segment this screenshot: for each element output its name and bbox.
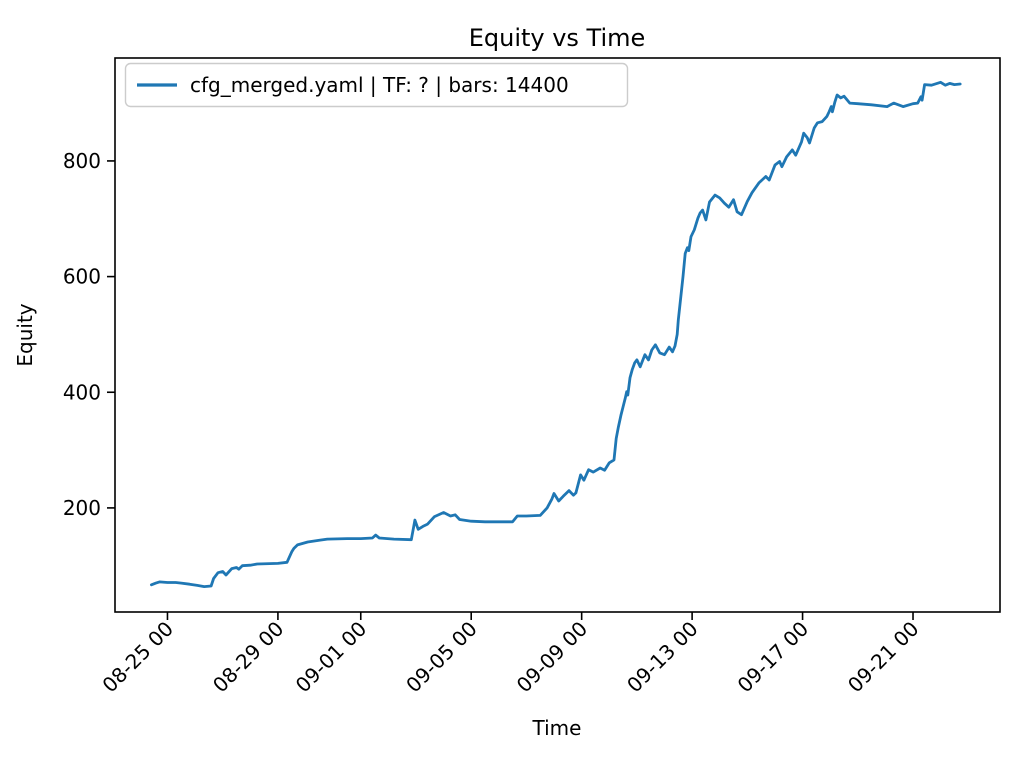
x-tick-label: 09-09 00: [512, 617, 593, 698]
legend-box: [124, 62, 629, 108]
x-tick-label: 09-21 00: [843, 617, 924, 698]
x-tick-label: 09-13 00: [622, 617, 703, 698]
x-tick-label: 08-29 00: [208, 617, 289, 698]
plot-area: [114, 57, 1001, 613]
x-tick-label: 09-17 00: [733, 617, 814, 698]
x-tick-label: 08-25 00: [97, 617, 178, 698]
chart-title: Equity vs Time: [469, 24, 646, 52]
x-axis-ticks: 08-25 00 08-29 00 09-01 00 09-05 00 09-09 00…: [97, 612, 924, 698]
y-tick-label: 200: [63, 496, 101, 520]
legend-entry-label: cfg_merged.yaml | TF: ? | bars: 14400: [190, 73, 569, 97]
x-axis-label: Time: [532, 716, 582, 740]
y-tick-label: 600: [63, 265, 101, 289]
y-tick-label: 400: [63, 380, 101, 404]
x-tick-label: 09-01 00: [291, 617, 372, 698]
equity-line-series: [149, 80, 962, 588]
y-axis-ticks: 200 400 600 800: [63, 149, 115, 520]
y-tick-label: 800: [63, 149, 101, 173]
x-tick-label: 09-05 00: [401, 617, 482, 698]
legend: cfg_merged.yaml | TF: ? | bars: 14400: [124, 62, 629, 108]
y-axis-label: Equity: [13, 303, 37, 366]
